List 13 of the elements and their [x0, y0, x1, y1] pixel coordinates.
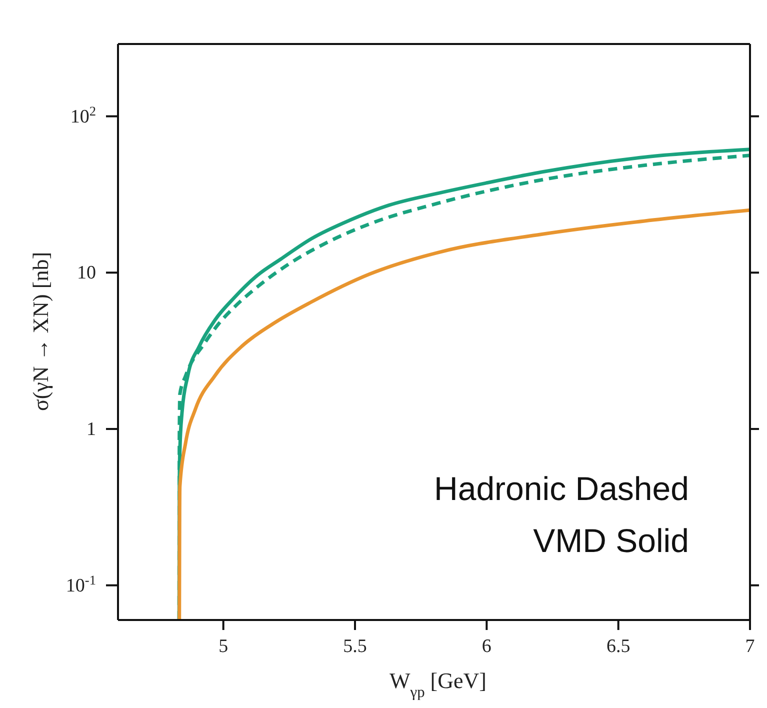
y-axis-title: σ(γN → XN) [nb]	[28, 252, 53, 412]
y-tick-label: 1	[86, 418, 96, 440]
y-tick-label: 10$^{-1}$	[66, 572, 96, 596]
x-tick-label: 5	[218, 636, 228, 657]
y-tick-label: 10	[77, 262, 96, 284]
annotation: Hadronic Dashed	[434, 469, 689, 509]
x-axis-title: W$_{γp}$ [GeV]	[390, 668, 486, 700]
x-tick-label: 6.5	[606, 636, 630, 657]
x-tick-label: 6	[482, 636, 492, 657]
x-tick-label: 5.5	[343, 636, 367, 657]
annotation: VMD Solid	[532, 521, 689, 561]
x-tick-label: 7	[745, 636, 755, 657]
y-tick-label: 10$^{2}$	[70, 102, 96, 128]
